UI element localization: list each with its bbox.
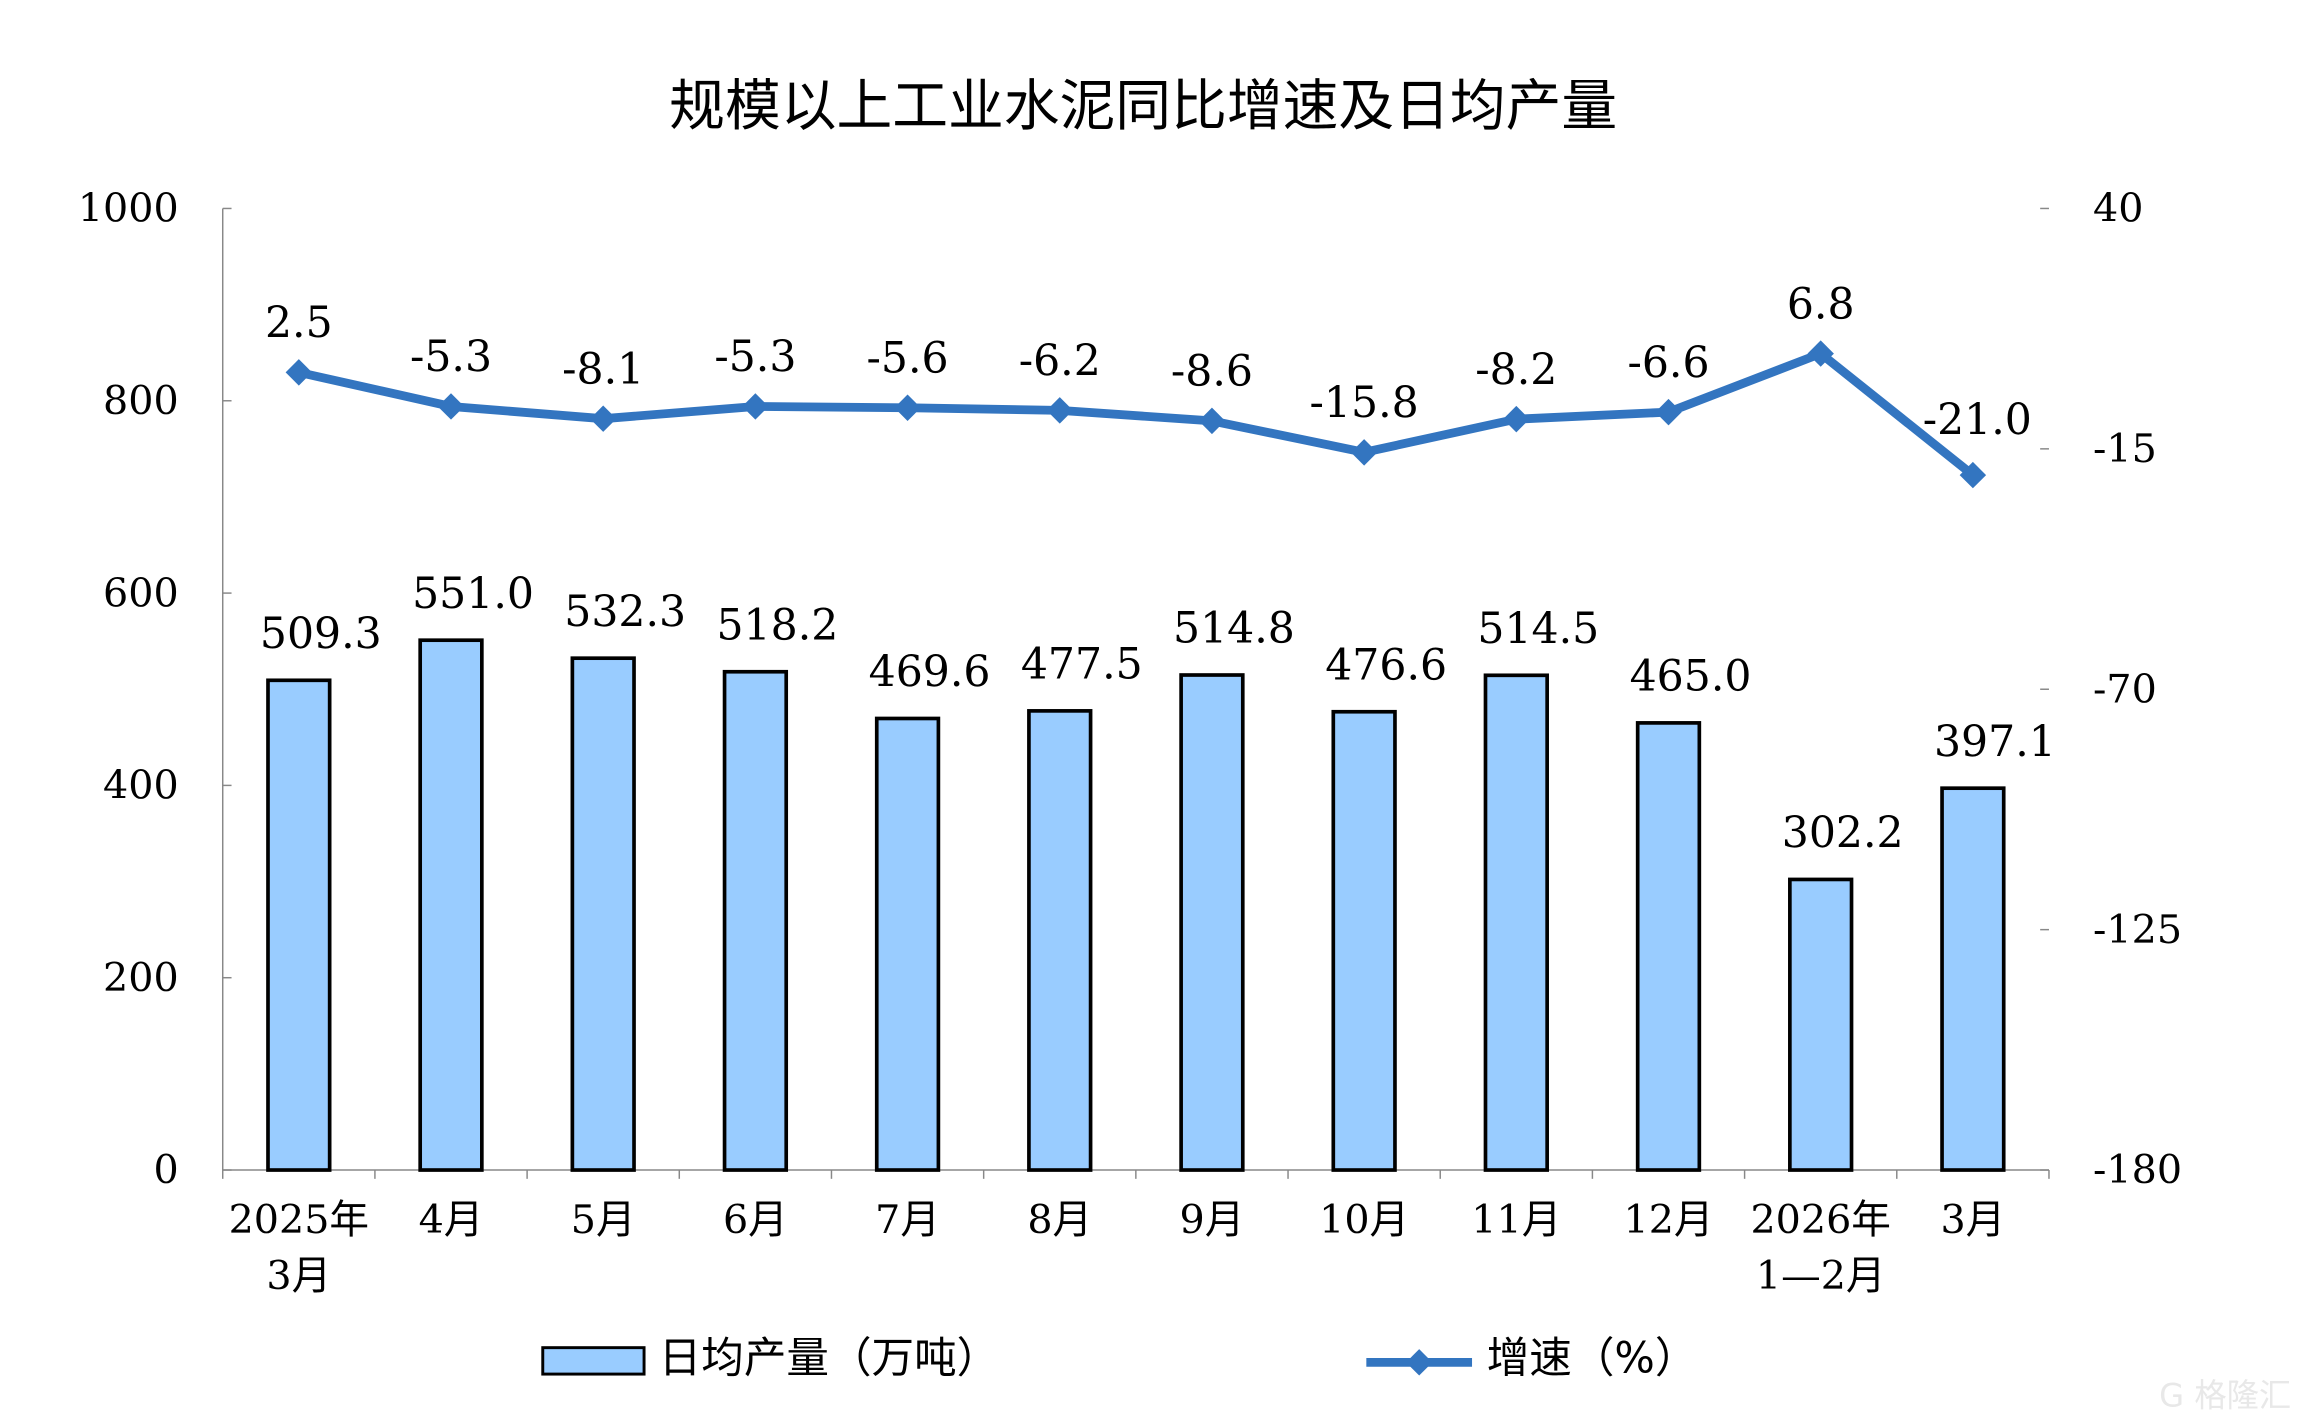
line-data-label: -15.8 (1310, 378, 1419, 428)
x-tick-label: 6月 (723, 1197, 788, 1243)
x-tick-label: 5月 (571, 1197, 636, 1243)
diamond-marker (1198, 407, 1226, 435)
bar (1635, 721, 1702, 1172)
bar-data-label: 477.5 (1021, 640, 1143, 690)
line-data-label: -5.6 (867, 334, 949, 384)
right-tick-label: -180 (2093, 1147, 2182, 1193)
x-tick-label: 9月 (1180, 1197, 1245, 1243)
bar (874, 716, 941, 1172)
right-tick-label: -15 (2093, 426, 2157, 472)
diamond-marker (1655, 398, 1682, 426)
left-tick-label: 0 (153, 1147, 178, 1193)
diamond-marker (1807, 340, 1834, 367)
right-tick-label: 40 (2093, 186, 2143, 232)
left-tick-label: 800 (103, 378, 179, 424)
legend-diamond-icon (1405, 1349, 1433, 1376)
line-data-label: -5.3 (714, 332, 796, 382)
growth-polyline (297, 349, 1976, 479)
x-tick-label: 4月 (419, 1197, 484, 1243)
x-tick-label: 2025年 (229, 1197, 369, 1243)
x-tick-label: 7月 (875, 1197, 940, 1243)
left-tick-label: 400 (103, 763, 179, 809)
diamond-marker (1350, 439, 1378, 466)
left-tick-label: 1000 (78, 186, 179, 232)
watermark-logo: G 格隆汇 (2159, 1376, 2291, 1414)
chart-title: 规模以上工业水泥同比增速及日均产量 (669, 74, 1617, 139)
diamond-marker (1046, 397, 1073, 424)
bar-data-label: 514.5 (1477, 604, 1599, 654)
diamond-marker (894, 394, 921, 421)
x-tick-label: 1—2月 (1756, 1253, 1886, 1299)
line-data-label: -6.6 (1627, 338, 1709, 388)
line-data-label: -21.0 (1923, 395, 2032, 445)
bar (266, 678, 332, 1172)
bars: 509.3 551.0 532.3 518.2 469.6 477.5 514.8 476.6… (260, 569, 2056, 1172)
bar (1483, 673, 1549, 1172)
diamond-marker (285, 359, 313, 386)
bar-data-label: 469.6 (869, 647, 991, 697)
left-tick-label: 200 (103, 955, 179, 1001)
legend-bar-label: 日均产量（万吨） (659, 1334, 1000, 1384)
x-tick-label: 3月 (266, 1253, 331, 1299)
right-tick-label: -70 (2093, 666, 2157, 712)
diamond-marker (1503, 405, 1530, 433)
line-data-label: -8.6 (1171, 347, 1253, 397)
bar-data-label: 476.6 (1325, 640, 1447, 690)
line-data-label: 6.8 (1787, 279, 1855, 329)
bar-data-label: 465.0 (1630, 652, 1752, 702)
bar (1940, 786, 2006, 1172)
bar-data-label: 551.0 (412, 569, 534, 619)
left-tick-label: 600 (103, 570, 179, 616)
bar (1027, 709, 1093, 1172)
line-data-label: -6.2 (1019, 336, 1101, 386)
bar (1331, 709, 1397, 1172)
diamond-marker (437, 393, 465, 420)
bar-data-label: 518.2 (716, 600, 838, 650)
legend-bar-swatch (541, 1346, 646, 1376)
x-tick-label: 10月 (1319, 1197, 1409, 1243)
bar-data-label: 302.2 (1782, 808, 1904, 858)
x-tick-label: 12月 (1623, 1197, 1713, 1243)
x-tick-label: 8月 (1027, 1197, 1092, 1243)
x-tick-label: 11月 (1471, 1197, 1561, 1243)
diamond-marker (1959, 461, 1987, 489)
bar (722, 669, 789, 1172)
axes: 0 200 400 600 800 1000 -180 -125 -70 -15 40 2025年 3月… (78, 186, 2182, 1299)
bar (418, 638, 484, 1172)
bar-data-label: 514.8 (1173, 604, 1295, 654)
line-data-label: 2.5 (265, 298, 333, 348)
bar-data-label: 532.3 (564, 587, 686, 637)
diamond-marker (742, 393, 769, 420)
line-data-label: -8.2 (1475, 345, 1557, 395)
legend: 日均产量（万吨） 增速（%） (541, 1334, 1698, 1384)
bar (1788, 877, 1854, 1172)
bar-data-label: 509.3 (260, 609, 382, 659)
bar-data-label: 397.1 (1934, 717, 2056, 767)
right-tick-label: -125 (2093, 907, 2182, 953)
line-data-label: -8.1 (562, 344, 644, 394)
legend-line-label: 增速（%） (1487, 1334, 1698, 1384)
line-data-label: -5.3 (410, 332, 492, 382)
diamond-marker (589, 405, 617, 432)
x-tick-label: 2026年 (1750, 1197, 1890, 1243)
growth-line: 2.5 -5.3 -8.1 -5.3 -5.6 -6.2 -8.6 -15.8 -8.2 -6.6… (265, 279, 2032, 489)
bar (1179, 673, 1245, 1172)
x-tick-label: 3月 (1940, 1197, 2005, 1243)
bar (570, 656, 636, 1172)
